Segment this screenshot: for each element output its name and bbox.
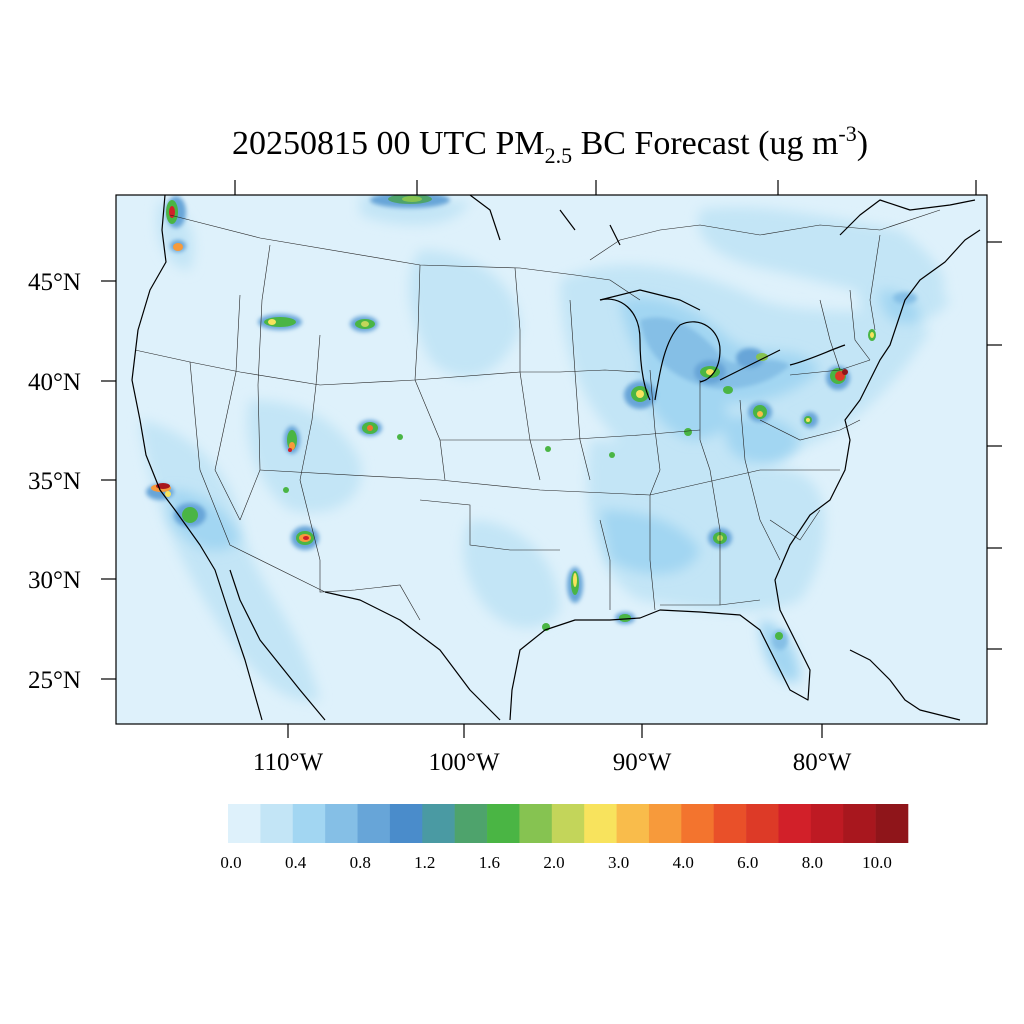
- lon-label: 80°W: [793, 749, 852, 776]
- colorbar-swatch: [648, 804, 682, 843]
- colorbar-swatch: [746, 804, 779, 843]
- colorbar-labels: 0.0 0.4 0.8 1.2 1.6 2.0 3.0 4.0 6.0 8.0 10.0: [220, 853, 892, 872]
- colorbar-swatch: [228, 804, 261, 843]
- colorbar-label: 8.0: [802, 853, 823, 872]
- colorbar-swatch: [422, 804, 455, 843]
- colorbar-swatch: [487, 804, 520, 843]
- colorbar-label: 10.0: [862, 853, 892, 872]
- lon-label: 90°W: [613, 749, 672, 776]
- pm25-field: [116, 195, 987, 724]
- colorbar-swatch: [260, 804, 294, 843]
- lat-label: 25°N: [28, 667, 81, 694]
- colorbar-swatch: [616, 804, 650, 843]
- colorbar-label: 1.6: [479, 853, 500, 872]
- colorbar-swatch: [292, 804, 326, 843]
- colorbar-swatch: [584, 804, 617, 843]
- colorbar-label: 0.4: [285, 853, 307, 872]
- colorbar: [228, 804, 909, 843]
- longitude-labels: 110°W 100°W 90°W 80°W: [253, 749, 852, 776]
- colorbar-label: 3.0: [608, 853, 629, 872]
- coastlines: [131, 195, 981, 721]
- colorbar-swatch: [389, 804, 423, 843]
- colorbar-swatch: [810, 804, 844, 843]
- colorbar-swatch: [325, 804, 358, 843]
- colorbar-label: 6.0: [737, 853, 758, 872]
- colorbar-label: 1.2: [414, 853, 435, 872]
- colorbar-swatch: [519, 804, 553, 843]
- lon-label: 110°W: [253, 749, 324, 776]
- left-ticks: [101, 280, 116, 680]
- map-title: 20250815 00 UTC PM2.5 BC Forecast (ug m-…: [232, 121, 868, 168]
- colorbar-label: 2.0: [543, 853, 564, 872]
- state-borders: [134, 209, 941, 621]
- hotspots: [151, 195, 876, 640]
- colorbar-swatch: [454, 804, 488, 843]
- colorbar-swatch: [778, 804, 812, 843]
- lat-label: 45°N: [28, 269, 81, 296]
- lat-label: 35°N: [28, 468, 81, 495]
- colorbar-swatch: [551, 804, 585, 843]
- lat-label: 30°N: [28, 567, 81, 594]
- colorbar-label: 0.8: [350, 853, 371, 872]
- colorbar-swatch: [875, 804, 909, 843]
- colorbar-swatch: [357, 804, 391, 843]
- latitude-labels: 45°N 40°N 35°N 30°N 25°N: [28, 269, 81, 694]
- lat-label: 40°N: [28, 369, 81, 396]
- colorbar-label: 4.0: [673, 853, 694, 872]
- colorbar-swatch: [681, 804, 715, 843]
- top-ticks: [234, 180, 977, 195]
- colorbar-swatch: [713, 804, 747, 843]
- map-frame: [115, 194, 988, 725]
- lon-label: 100°W: [428, 749, 499, 776]
- colorbar-swatch: [843, 804, 876, 843]
- bottom-ticks: [287, 724, 823, 738]
- colorbar-label: 0.0: [220, 853, 241, 872]
- right-ticks: [987, 241, 1002, 650]
